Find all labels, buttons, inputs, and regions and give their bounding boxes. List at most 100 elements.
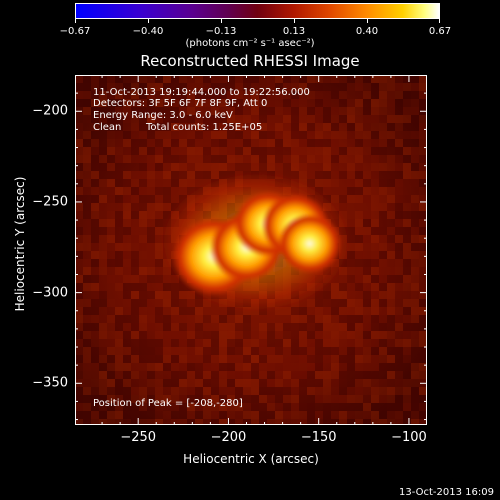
heatmap-cell <box>123 155 131 163</box>
time-range-text: 11-Oct-2013 19:19:44.000 to 19:22:56.000 <box>93 87 310 98</box>
heatmap-cell <box>171 187 179 195</box>
heatmap-cell <box>411 131 419 139</box>
heatmap-cell <box>387 235 395 243</box>
heatmap-cell <box>243 75 251 83</box>
heatmap-cell <box>195 155 203 163</box>
heatmap-cell <box>203 339 211 347</box>
heatmap-cell <box>227 403 235 411</box>
heatmap-cell <box>75 339 83 347</box>
heatmap-cell <box>99 267 107 275</box>
heatmap-cell <box>99 371 107 379</box>
heatmap-cell <box>75 139 83 147</box>
heatmap-cell <box>347 99 355 107</box>
heatmap-cell <box>131 275 139 283</box>
heatmap-cell <box>355 283 363 291</box>
colorbar-tick-label: 0.40 <box>355 26 379 37</box>
heatmap-cell <box>195 91 203 99</box>
heatmap-cell <box>107 211 115 219</box>
heatmap-cell <box>243 395 251 403</box>
heatmap-cell <box>371 419 379 425</box>
heatmap-cell <box>155 179 163 187</box>
heatmap-cell <box>331 395 339 403</box>
heatmap-cell <box>403 187 411 195</box>
heatmap-cell <box>83 395 91 403</box>
heatmap-cell <box>291 411 299 419</box>
heatmap-cell <box>411 347 419 355</box>
heatmap-cell <box>347 131 355 139</box>
heatmap-cell <box>139 339 147 347</box>
heatmap-cell <box>147 219 155 227</box>
heatmap-cell <box>107 371 115 379</box>
heatmap-cell <box>331 291 339 299</box>
heatmap-cell <box>91 339 99 347</box>
heatmap-cell <box>259 315 267 323</box>
heatmap-cell <box>267 371 275 379</box>
heatmap-cell <box>331 171 339 179</box>
heatmap-cell <box>131 179 139 187</box>
heatmap-cell <box>147 283 155 291</box>
heatmap-cell <box>387 83 395 91</box>
heatmap-cell <box>299 75 307 83</box>
heatmap-cell <box>131 83 139 91</box>
heatmap-cell <box>219 307 227 315</box>
heatmap-cell <box>139 195 147 203</box>
heatmap-cell <box>355 403 363 411</box>
heatmap-cell <box>363 363 371 371</box>
heatmap-cell <box>163 363 171 371</box>
heatmap-cell <box>227 411 235 419</box>
heatmap-cell <box>203 123 211 131</box>
heatmap-cell <box>139 107 147 115</box>
heatmap-cell <box>187 99 195 107</box>
heatmap-cell <box>355 139 363 147</box>
heatmap-cell <box>419 139 427 147</box>
heatmap-cell <box>419 131 427 139</box>
heatmap-cell <box>155 99 163 107</box>
heatmap-cell <box>131 227 139 235</box>
heatmap-cell <box>323 347 331 355</box>
heatmap-cell <box>403 347 411 355</box>
heatmap-cell <box>307 411 315 419</box>
heatmap-cell <box>403 259 411 267</box>
heatmap-cell <box>91 91 99 99</box>
heatmap-cell <box>347 203 355 211</box>
heatmap-cell <box>267 163 275 171</box>
heatmap-cell <box>171 331 179 339</box>
heatmap-cell <box>259 123 267 131</box>
heatmap-cell <box>99 107 107 115</box>
heatmap-cell <box>155 123 163 131</box>
heatmap-cell <box>275 363 283 371</box>
heatmap-cell <box>75 163 83 171</box>
heatmap-cell <box>139 299 147 307</box>
heatmap-cell <box>411 187 419 195</box>
heatmap-cell <box>147 419 155 425</box>
heatmap-cell <box>387 403 395 411</box>
heatmap-cell <box>315 339 323 347</box>
heatmap-cell <box>259 99 267 107</box>
heatmap-cell <box>323 363 331 371</box>
heatmap-cell <box>83 107 91 115</box>
heatmap-cell <box>203 107 211 115</box>
heatmap-cell <box>187 171 195 179</box>
heatmap-cell <box>339 395 347 403</box>
heatmap-cell <box>315 163 323 171</box>
heatmap-cell <box>123 171 131 179</box>
heatmap-cell <box>283 115 291 123</box>
heatmap-cell <box>331 283 339 291</box>
heatmap-cell <box>243 379 251 387</box>
heatmap-cell <box>315 99 323 107</box>
heatmap-cell <box>243 387 251 395</box>
heatmap-cell <box>219 355 227 363</box>
heatmap-cell <box>115 267 123 275</box>
heatmap-cell <box>299 299 307 307</box>
colorbar-tick-label: −0.13 <box>205 26 237 37</box>
heatmap-cell <box>187 107 195 115</box>
heatmap-cell <box>363 195 371 203</box>
heatmap-cell <box>299 403 307 411</box>
heatmap-cell <box>235 323 243 331</box>
heatmap-cell <box>259 403 267 411</box>
heatmap-cell <box>211 379 219 387</box>
heatmap-cell <box>387 363 395 371</box>
heatmap-cell <box>211 315 219 323</box>
heatmap-cell <box>123 163 131 171</box>
heatmap-cell <box>131 283 139 291</box>
